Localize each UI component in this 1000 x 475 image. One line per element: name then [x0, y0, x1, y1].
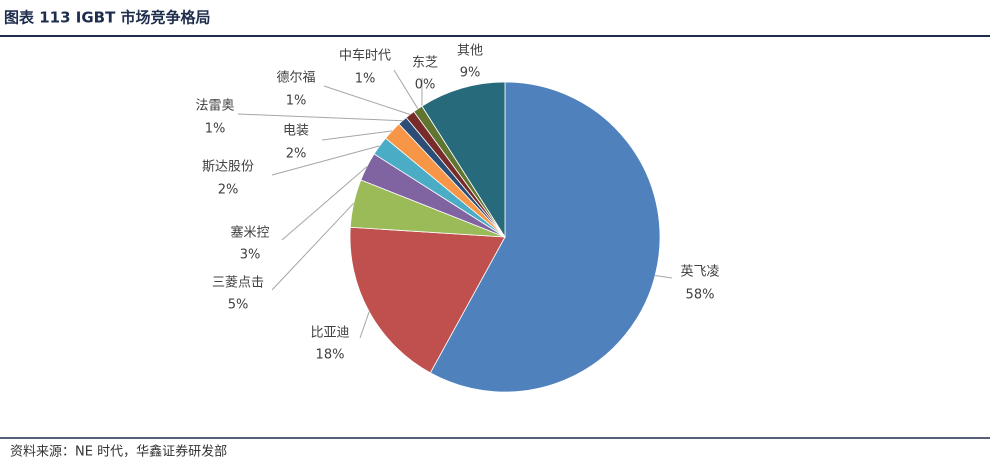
- value-label: 1%: [355, 72, 376, 87]
- value-label: 18%: [316, 348, 345, 363]
- slice-label: 塞米控: [230, 225, 269, 241]
- value-label: 3%: [240, 248, 261, 263]
- slice-label: 德尔福: [276, 71, 315, 86]
- leader-line: [655, 276, 672, 278]
- slice-label: 比亚迪: [310, 326, 349, 341]
- value-label: 2%: [286, 147, 307, 162]
- slice-label: 法雷奥: [195, 99, 234, 114]
- slice-label: 英飞凌: [680, 265, 719, 280]
- leader-line: [238, 114, 402, 121]
- slice-label: 三菱点击: [212, 276, 264, 291]
- value-label: 58%: [686, 288, 715, 303]
- leader-line: [360, 312, 369, 338]
- slice-label: 东芝: [412, 55, 438, 71]
- slice-label: 其他: [457, 44, 483, 59]
- leader-line: [322, 131, 392, 140]
- value-label: 0%: [415, 78, 436, 93]
- slice-label: 斯达股份: [202, 160, 254, 175]
- slice-label: 电装: [283, 124, 309, 139]
- leader-line: [324, 86, 410, 115]
- value-label: 9%: [460, 66, 481, 81]
- value-label: 1%: [205, 122, 226, 137]
- value-label: 5%: [228, 298, 249, 313]
- slice-label: 中车时代: [339, 48, 391, 64]
- value-label: 2%: [218, 183, 239, 198]
- chart-title: 图表 113 IGBT 市场竞争格局: [4, 9, 211, 27]
- value-label: 1%: [286, 94, 307, 109]
- leader-line: [272, 203, 354, 290]
- source: 资料来源：NE 时代，华鑫证券研发部: [10, 444, 227, 460]
